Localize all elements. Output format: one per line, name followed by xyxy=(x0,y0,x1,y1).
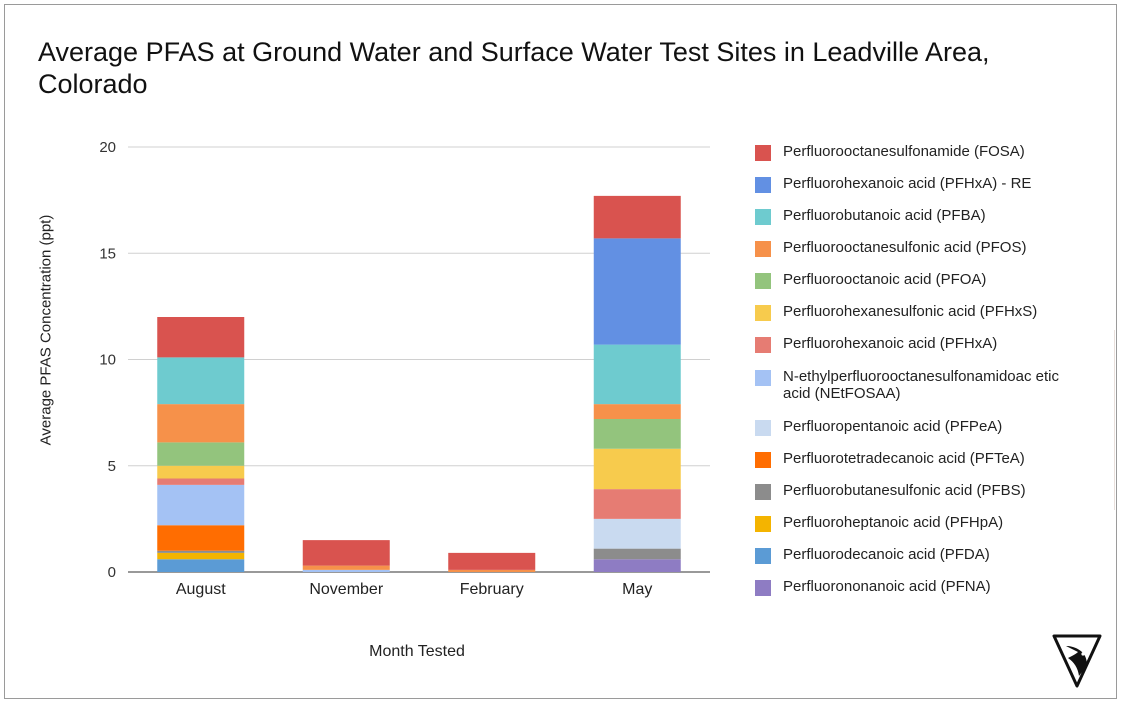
bar-segment xyxy=(593,548,681,560)
legend-label: Perfluorononanoic acid (PFNA) xyxy=(783,578,991,595)
bar-segment xyxy=(157,484,245,526)
bar-segment xyxy=(593,448,681,490)
legend-label: Perfluorohexanesulfonic acid (PFHxS) xyxy=(783,303,1038,320)
bar-segment xyxy=(593,489,681,519)
legend-swatch xyxy=(755,484,771,500)
bar-segment xyxy=(593,195,681,239)
bar-segment xyxy=(302,540,390,566)
bar-segment xyxy=(157,404,245,443)
y-tick-label: 5 xyxy=(108,458,116,475)
bar-segment xyxy=(157,550,245,553)
legend-label: Perfluorobutanesulfonic acid (PFBS) xyxy=(783,482,1026,499)
legend-item: N-ethylperfluorooctanesulfonamidoac etic… xyxy=(755,368,1083,402)
legend-item: Perfluorobutanesulfonic acid (PFBS) xyxy=(755,482,1083,500)
bar-segment xyxy=(448,569,536,572)
x-tick-label: February xyxy=(460,581,524,598)
bar-segment xyxy=(157,478,245,485)
x-tick-label: August xyxy=(176,581,226,598)
legend-label: Perfluorohexanoic acid (PFHxA) xyxy=(783,335,998,352)
legend-label: N-ethylperfluorooctanesulfonamidoac etic… xyxy=(783,368,1059,402)
y-tick-label: 10 xyxy=(99,352,116,369)
legend-item: Perfluorodecanoic acid (PFDA) xyxy=(755,546,1083,564)
legend-swatch xyxy=(755,580,771,596)
legend-item: Perfluorohexanesulfonic acid (PFHxS) xyxy=(755,303,1083,321)
bar-segment xyxy=(157,442,245,466)
y-tick-label: 15 xyxy=(99,245,116,262)
legend-item: Perfluoropentanoic acid (PFPeA) xyxy=(755,418,1083,436)
bar-segment xyxy=(157,465,245,479)
legend-label: Perfluorohexanoic acid (PFHxA) - RE xyxy=(783,175,1032,192)
legend-item: Perfluorooctanesulfonamide (FOSA) xyxy=(755,143,1083,161)
legend-swatch xyxy=(755,548,771,564)
x-tick-label: May xyxy=(622,581,652,598)
bar-segment xyxy=(593,404,681,419)
legend-swatch xyxy=(755,305,771,321)
legend-swatch xyxy=(755,337,771,353)
legend-label: Perfluorodecanoic acid (PFDA) xyxy=(783,546,990,563)
legend-swatch xyxy=(755,273,771,289)
bar-segment xyxy=(593,419,681,449)
y-tick-label: 0 xyxy=(108,564,116,581)
legend-swatch xyxy=(755,241,771,257)
mountain-bird-logo-icon xyxy=(1052,634,1102,688)
bar-segment xyxy=(302,569,390,572)
legend-swatch xyxy=(755,145,771,161)
legend-item: Perfluorohexanoic acid (PFHxA) xyxy=(755,335,1083,353)
chart-title: Average PFAS at Ground Water and Surface… xyxy=(38,37,990,99)
bar-segment xyxy=(157,357,245,405)
legend-label: Perfluoroheptanoic acid (PFHpA) xyxy=(783,514,1004,531)
bar-segment xyxy=(593,559,681,572)
legend-item: Perfluorooctanesulfonic acid (PFOS) xyxy=(755,239,1083,257)
bar-segment xyxy=(593,238,681,345)
legend-swatch xyxy=(755,420,771,436)
legend-swatch xyxy=(755,370,771,386)
legend-item: Perfluorononanoic acid (PFNA) xyxy=(755,578,1083,596)
legend-label: Perfluorotetradecanoic acid (PFTeA) xyxy=(783,450,1025,467)
legend-label: Perfluoropentanoic acid (PFPeA) xyxy=(783,418,1003,435)
legend-item: Perfluorooctanoic acid (PFOA) xyxy=(755,271,1083,289)
bar-segment xyxy=(157,525,245,551)
y-tick-label: 20 xyxy=(99,139,116,156)
legend-item: Perfluorohexanoic acid (PFHxA) - RE xyxy=(755,175,1083,193)
legend-swatch xyxy=(755,209,771,225)
x-axis-label: Month Tested xyxy=(369,643,465,660)
bar-segment xyxy=(157,559,245,572)
legend-item: Perfluorotetradecanoic acid (PFTeA) xyxy=(755,450,1083,468)
edge-mark xyxy=(1114,330,1115,510)
bar-segment xyxy=(302,565,390,570)
legend-label: Perfluorooctanesulfonamide (FOSA) xyxy=(783,143,1025,160)
bar-segment xyxy=(157,552,245,560)
bar-segment xyxy=(593,344,681,405)
legend-item: Perfluoroheptanoic acid (PFHpA) xyxy=(755,514,1083,532)
legend-label: Perfluorobutanoic acid (PFBA) xyxy=(783,207,986,224)
legend-label: Perfluorooctanesulfonic acid (PFOS) xyxy=(783,239,1027,256)
bar-segment xyxy=(448,552,536,570)
bar-segment xyxy=(593,518,681,549)
legend-swatch xyxy=(755,516,771,532)
legend-swatch xyxy=(755,177,771,193)
bar-segment xyxy=(157,317,245,358)
legend-label: Perfluorooctanoic acid (PFOA) xyxy=(783,271,987,288)
legend-item: Perfluorobutanoic acid (PFBA) xyxy=(755,207,1083,225)
x-tick-label: November xyxy=(309,581,383,598)
legend-swatch xyxy=(755,452,771,468)
